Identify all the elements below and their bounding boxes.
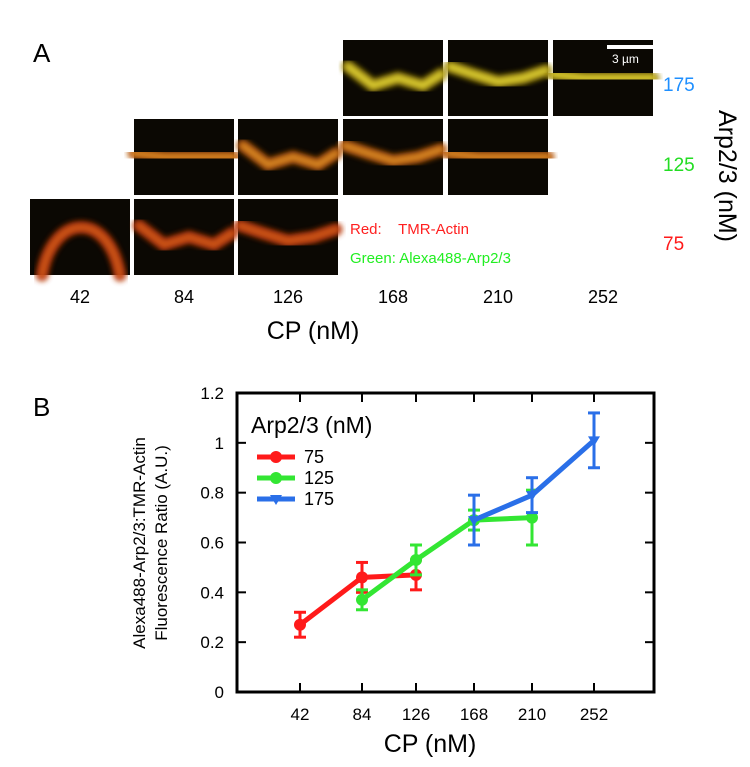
cp-label: 168 <box>378 287 408 307</box>
y-tick-label: 0.2 <box>200 633 224 652</box>
micrograph-tile <box>132 199 239 275</box>
x-tick-label: 84 <box>353 705 372 724</box>
micrograph-tile <box>341 40 448 116</box>
x-tick-label: 168 <box>460 705 488 724</box>
legend-marker <box>270 472 282 484</box>
data-point <box>356 571 368 584</box>
ratio-chart: 0 0.2 0.4 0.6 0.8 1 1.2 42 84 126 168 210 252 Arp2/… <box>130 384 656 758</box>
panel-a-letter: A <box>33 38 51 68</box>
cp-label: 126 <box>273 287 303 307</box>
micrograph-tile <box>546 40 660 116</box>
arp-row-label: 75 <box>663 234 684 255</box>
y-axis-label-line2: Fluorescence Ratio (A.U.) <box>152 445 171 641</box>
data-point <box>356 593 368 606</box>
series-line <box>473 438 596 523</box>
micrograph-tile <box>30 199 130 282</box>
x-tick-label: 252 <box>580 705 608 724</box>
data-point <box>410 553 422 566</box>
scale-bar: 3 µm <box>607 45 653 66</box>
y-axis-label-line1: Alexa488-Arp2/3:TMR-Actin <box>130 437 149 649</box>
legend-green: Green: Alexa488-Arp2/3 <box>350 250 511 267</box>
arp-row-label: 125 <box>663 155 695 176</box>
y-tick-label: 1.2 <box>200 384 224 403</box>
micrograph-grid: 3 µm Red: TMR-Actin Green: Alexa488-Arp2… <box>30 40 741 345</box>
legend-marker <box>270 451 282 463</box>
series-125 <box>356 488 538 612</box>
x-axis-label: CP (nM) <box>384 730 477 758</box>
legend-entry: 175 <box>304 489 334 509</box>
cp-label: 210 <box>483 287 513 307</box>
data-point <box>588 436 600 447</box>
data-point <box>294 618 306 631</box>
micrograph-tile <box>441 119 555 195</box>
legend-title: Arp2/3 (nM) <box>251 412 372 438</box>
y-tick-label: 0 <box>215 683 224 702</box>
y-tick-label: 0.4 <box>200 583 224 602</box>
legend-marker <box>270 495 282 505</box>
micrograph-tile <box>127 119 241 195</box>
y-tick-label: 1 <box>215 434 224 453</box>
legend-entry: 75 <box>304 447 324 467</box>
x-tick-label: 126 <box>402 705 430 724</box>
micrograph-tile <box>236 119 343 195</box>
cp-axis-title: CP (nM) <box>267 317 360 345</box>
y-tick-label: 0.6 <box>200 534 224 553</box>
series-line <box>360 515 533 602</box>
legend-red: Red: TMR-Actin <box>350 221 469 238</box>
y-tick-label: 0.8 <box>200 484 224 503</box>
data-point <box>526 491 538 502</box>
x-tick-label: 42 <box>291 705 310 724</box>
cp-label: 84 <box>174 287 194 307</box>
micrograph-tile <box>443 40 553 116</box>
panel-b-letter: B <box>33 392 51 422</box>
series-175 <box>468 411 600 547</box>
scale-bar-label: 3 µm <box>612 52 639 66</box>
cp-label: 252 <box>588 287 618 307</box>
micrograph-tile <box>233 199 343 275</box>
legend-entry: 125 <box>304 468 334 488</box>
cp-label: 42 <box>70 287 90 307</box>
x-tick-label: 210 <box>518 705 546 724</box>
arp-row-label: 175 <box>663 75 695 96</box>
data-point <box>468 516 480 527</box>
micrograph-tile <box>338 119 448 195</box>
data-point <box>526 511 538 524</box>
arp-axis-title: Arp2/3 (nM) <box>713 110 741 242</box>
